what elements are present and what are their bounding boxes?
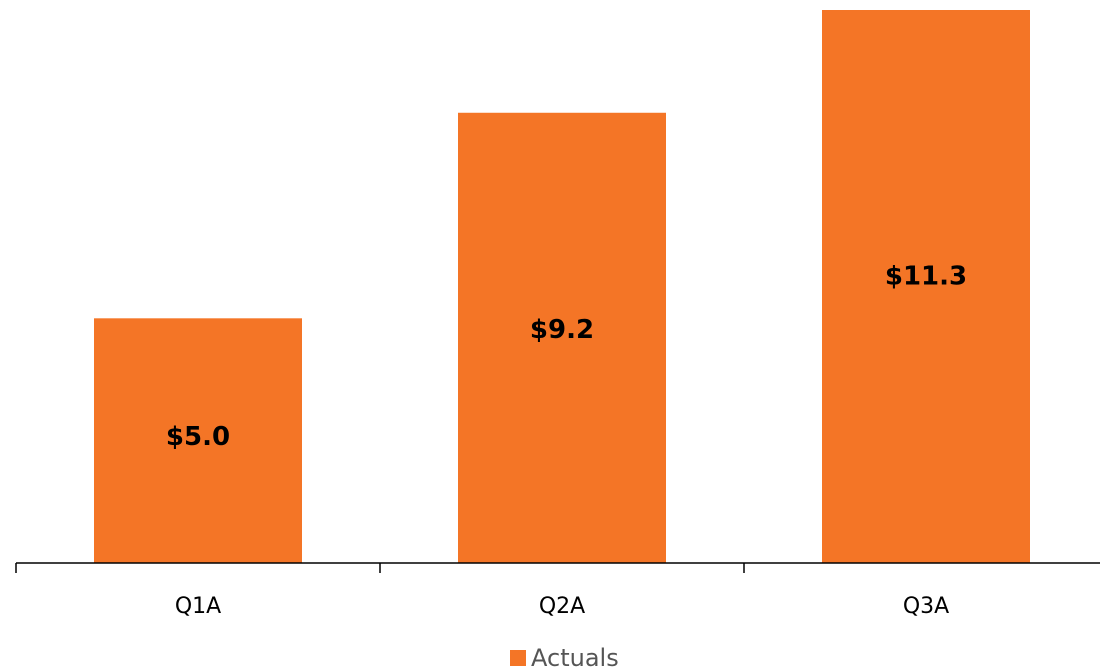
data-label-q3a: $11.3 <box>885 261 967 291</box>
data-label-q2a: $9.2 <box>530 315 594 345</box>
bar-q2a <box>458 112 666 564</box>
legend-swatch <box>510 650 526 666</box>
bar-q3a <box>822 10 1030 563</box>
x-tick-label-q2a: Q2A <box>539 594 585 619</box>
legend-label-actuals: Actuals <box>531 644 619 672</box>
x-tick-label-q1a: Q1A <box>175 594 221 619</box>
x-tick-label-q3a: Q3A <box>903 594 949 619</box>
bar-q1a <box>94 318 302 563</box>
data-label-q1a: $5.0 <box>166 422 230 452</box>
bars-layer: $5.0 $9.2 $11.3 <box>94 10 1030 564</box>
x-axis-ticks: Q1A Q2A Q3A <box>15 563 949 619</box>
legend: Actuals <box>510 644 619 672</box>
